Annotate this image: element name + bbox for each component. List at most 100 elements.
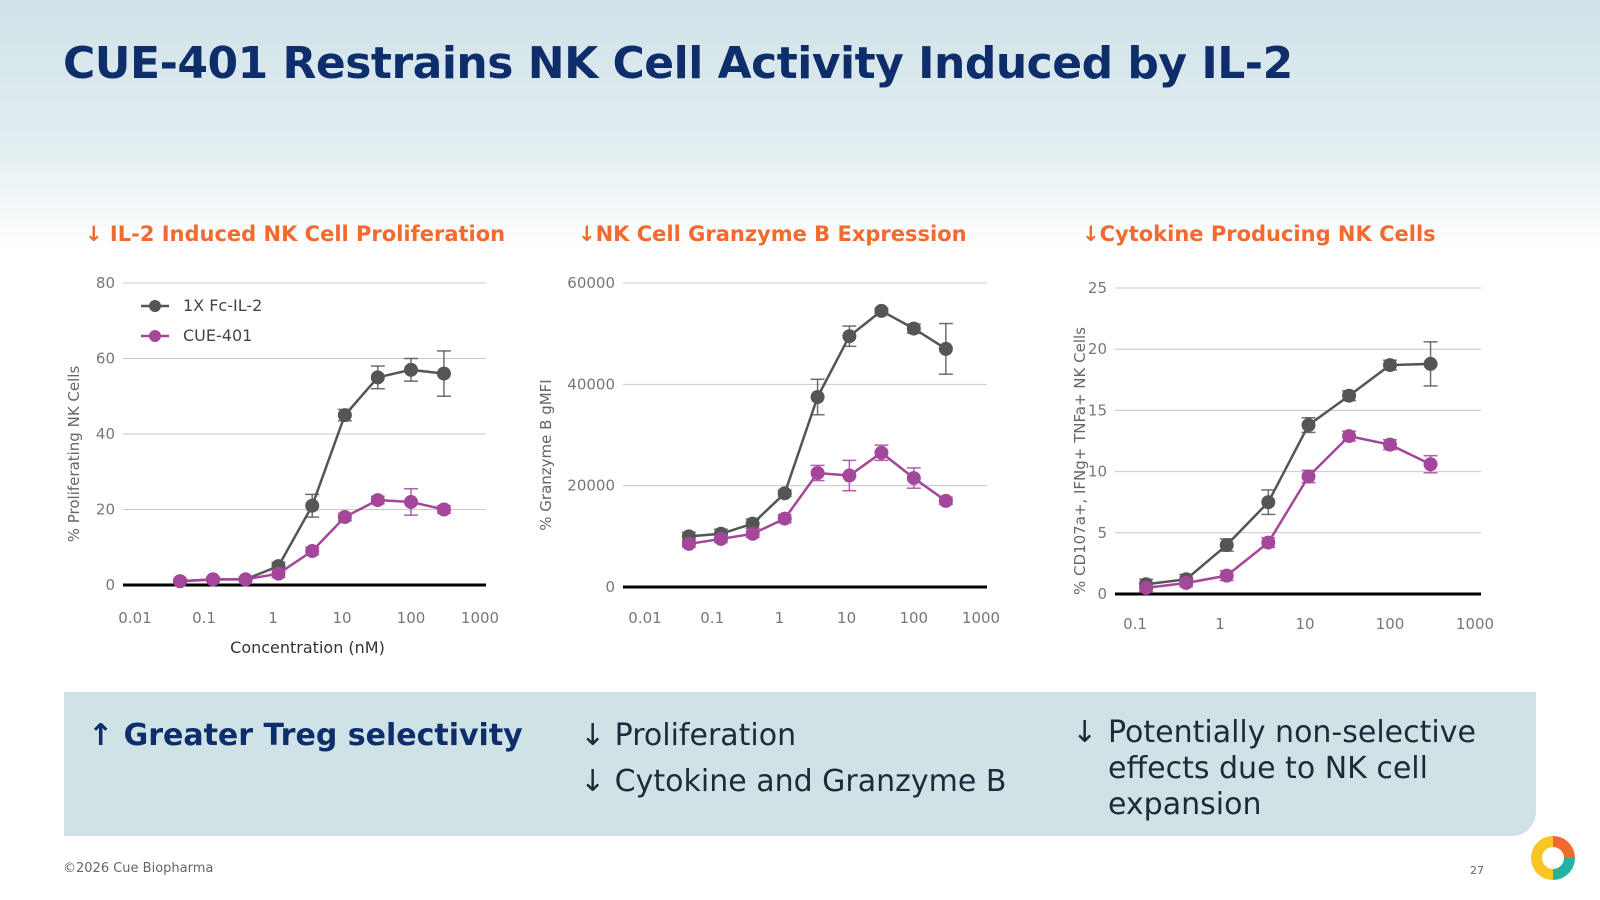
y-tick-label: 5 [1097,524,1107,542]
data-point [370,370,385,385]
x-tick-label: 1000 [461,609,499,627]
data-point [745,526,760,541]
y-axis-label: % Proliferating NK Cells [65,366,83,543]
data-point [1383,358,1397,373]
x-tick-label: 1000 [1456,615,1494,633]
data-point [1179,575,1194,590]
data-point [777,511,792,526]
data-point [1301,469,1316,484]
y-tick-label: 20 [96,501,115,519]
chart-granzyme: 0 20000 40000 60000 0.01 0.1 1 10 100 1000 % Granz… [537,274,1000,627]
x-tick-label: 1 [775,609,785,627]
data-point [436,366,451,381]
x-tick-label: 1000 [962,609,1000,627]
y-tick-label: 20000 [567,477,615,495]
page-title: CUE-401 Restrains NK Cell Activity Induc… [63,38,1293,89]
treg-selectivity-highlight: ↑ Greater Treg selectivity [88,718,523,753]
data-point [874,445,889,460]
data-point [681,536,696,551]
x-tick-label: 100 [1376,615,1405,633]
chart-proliferation: 0 20 40 60 80 0.01 0.1 1 10 100 1000 Concentration … [65,274,499,657]
y-tick-label: 0 [1097,585,1107,603]
data-point [842,468,857,483]
bullet-non-selective: ↓ Potentially non-selective effects due t… [1072,715,1476,823]
data-point [745,516,760,531]
data-point [271,566,286,581]
data-point [810,390,825,404]
data-point [404,362,418,377]
data-point [810,466,825,480]
x-tick-label: 100 [899,609,928,627]
data-point [436,502,451,517]
data-point [305,544,320,559]
chart-heading-cytokine: ↓Cytokine Producing NK Cells [1082,222,1436,246]
data-point [205,572,220,587]
data-point [1342,388,1357,403]
y-tick-label: 0 [605,578,615,596]
chart-heading-proliferation: ↓ IL-2 Induced NK Cell Proliferation [85,222,506,246]
cue-logo-icon [1531,836,1575,880]
x-tick-label: 0.1 [192,609,216,627]
x-tick-label: 1 [268,609,278,627]
bullet-cytokine-granzyme: ↓ Cytokine and Granzyme B [580,764,1007,799]
data-point [370,493,385,508]
x-tick-label: 100 [397,609,426,627]
x-tick-label: 10 [332,609,351,627]
x-tick-label: 0.1 [1123,615,1147,633]
data-point [713,531,728,546]
data-point [404,494,418,509]
data-point [337,510,352,525]
data-point [1261,535,1276,550]
x-tick-label: 0.01 [118,609,151,627]
data-point [1261,495,1276,510]
y-tick-label: 0 [105,576,115,594]
legend-marker [149,300,161,312]
data-point [1423,356,1438,371]
series-line-fc-il2 [1145,362,1431,586]
data-point [238,572,253,587]
data-point [173,574,188,589]
data-point [1301,418,1316,433]
summary-panel [64,692,1536,836]
y-tick-label: 20 [1088,340,1107,358]
y-tick-label: 15 [1088,401,1107,419]
data-point [906,321,921,336]
x-tick-label: 1 [1215,615,1225,633]
data-point [1383,437,1397,452]
data-point [1423,457,1438,472]
bullet-line-1: Potentially non-selective [1108,715,1476,750]
data-point [1139,580,1154,595]
bullet-line-3: expansion [1108,787,1262,822]
x-tick-label: 0.1 [700,609,724,627]
series-line-fc-il2 [688,309,947,538]
y-tick-label: 60000 [567,274,615,292]
y-axis-label: % Granzyme B gMFI [537,379,555,530]
x-axis-label: Concentration (nM) [230,638,385,657]
legend-label: CUE-401 [183,326,252,345]
y-tick-label: 80 [96,274,115,292]
copyright: ©2026 Cue Biopharma [63,861,214,876]
data-point [1219,538,1234,553]
chart-heading-granzyme: ↓NK Cell Granzyme B Expression [578,222,967,246]
data-point [874,303,889,318]
y-tick-label: 40000 [567,375,615,393]
y-axis-label: % CD107a+, IFNg+ TNFa+ NK Cells [1071,327,1089,595]
page-number: 27 [1470,864,1484,877]
x-tick-label: 0.01 [628,609,661,627]
x-tick-label: 10 [1295,615,1314,633]
chart-cytokine: 0 5 10 15 20 25 0.1 1 10 100 1000 % CD107a+, IFNg+ … [1071,279,1494,633]
bullet-proliferation: ↓ Proliferation [580,718,797,753]
legend-marker [149,330,161,342]
data-point [842,329,857,344]
y-tick-label: 60 [96,350,115,368]
data-point [1219,568,1234,583]
y-tick-label: 40 [96,425,115,443]
data-point [906,471,921,486]
data-point [777,486,792,501]
data-point [938,493,953,508]
series-line-cue401 [1145,434,1432,590]
bullet-line-2: effects due to NK cell [1108,751,1428,786]
data-point [305,498,320,513]
x-tick-label: 10 [837,609,856,627]
legend-label: 1X Fc-IL-2 [183,296,262,315]
